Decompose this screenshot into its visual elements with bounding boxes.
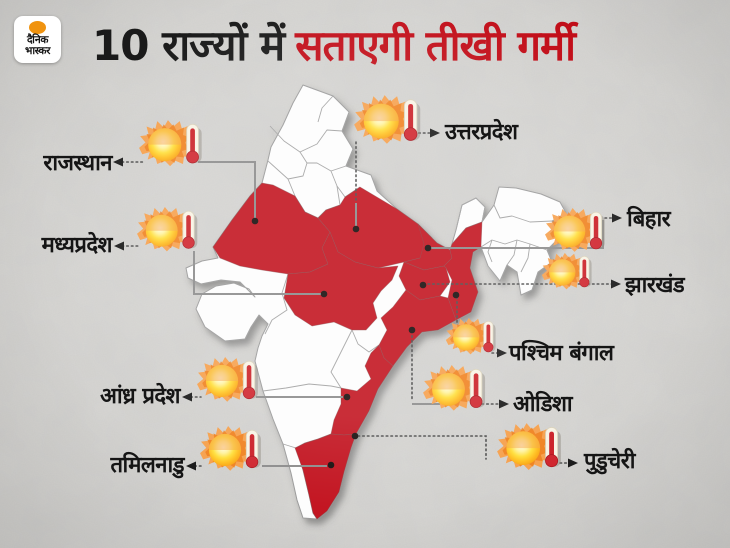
connector-rajasthan [198, 161, 256, 219]
dot-puducherry [351, 432, 359, 440]
arrow-jharkhand [611, 279, 621, 289]
dot-uttar-pradesh [352, 225, 360, 233]
arrow-andhra-pradesh [182, 392, 192, 402]
title-black-part: 10 राज्यों में [92, 21, 285, 70]
state-odisha [378, 289, 457, 367]
dot-tamil-nadu [327, 461, 335, 469]
arrow-uttar-pradesh [430, 128, 440, 138]
arrow-tamil-nadu [186, 461, 196, 471]
label-west-bengal: पश्चिम बंगाल [509, 341, 614, 366]
connector-madhya-pradesh [193, 251, 322, 295]
dot-andhra-pradesh [343, 393, 351, 401]
arrow-west-bengal [497, 348, 507, 358]
arrow-madhya-pradesh [114, 241, 124, 251]
label-puducherry: पुडुचेरी [584, 449, 635, 474]
dainik-bhaskar-logo: दैनिक भास्कर [14, 16, 61, 63]
label-madhya-pradesh: मध्यप्रदेश [41, 233, 113, 258]
logo-text-line1: दैनिक [27, 34, 48, 46]
state-andhra-pradesh [330, 344, 394, 436]
label-odisha: ओडिशा [513, 392, 573, 417]
label-bihar: बिहार [627, 207, 671, 232]
dot-west-bengal [452, 291, 460, 299]
state-madhya-pradesh [283, 231, 399, 331]
logo-orange-oval-icon [29, 21, 46, 34]
arrow-odisha [499, 399, 509, 409]
label-andhra-pradesh: आंध्र प्रदेश [100, 384, 180, 409]
dot-bihar [424, 244, 432, 252]
arrow-rajasthan [113, 157, 123, 167]
logo-text-line2: भास्कर [25, 45, 50, 58]
map-dots [251, 217, 460, 469]
connector-arrowheads [113, 128, 622, 471]
title-red-part: सताएगी तीखी गर्मी [295, 21, 576, 70]
dot-odisha [408, 326, 416, 334]
label-jharkhand: झारखंड [625, 273, 685, 298]
state-jharkhand [398, 261, 451, 301]
dot-rajasthan [251, 217, 259, 225]
label-tamil-nadu: तमिलनाडु [110, 453, 185, 478]
dot-madhya-pradesh [320, 290, 328, 298]
page-title: 10 राज्यों में सताएगी तीखी गर्मी [92, 25, 576, 67]
label-rajasthan: राजस्थान [43, 151, 112, 176]
arrow-puducherry [568, 458, 578, 468]
arrow-bihar [612, 213, 622, 223]
label-uttar-pradesh: उत्तरप्रदेश [445, 120, 518, 145]
dot-jharkhand [419, 281, 427, 289]
